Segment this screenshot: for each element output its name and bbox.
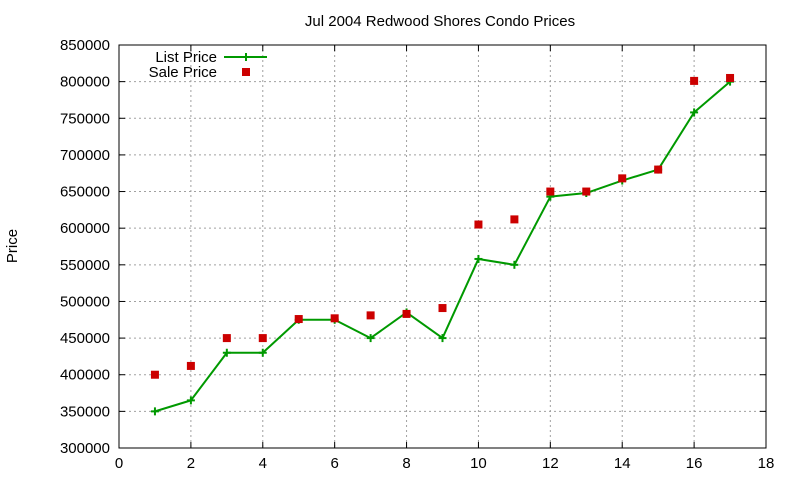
y-tick-label: 650000 [60,184,110,201]
y-tick-label: 850000 [60,37,110,54]
series-list-price [150,77,735,416]
list-price-point [150,407,159,416]
x-tick-label: 8 [402,455,410,472]
x-tick-label: 18 [758,455,775,472]
series-sale-price [150,73,735,379]
sale-price-point [150,370,159,379]
sale-price-point [726,73,735,82]
y-tick-label: 500000 [60,293,110,310]
y-tick-label: 450000 [60,330,110,347]
y-tick-label: 800000 [60,74,110,91]
x-tick-label: 12 [542,455,559,472]
list-price-point [366,334,375,343]
legend-sale-price-marker [242,68,250,76]
list-price-point [186,396,195,405]
list-price-point [510,260,519,269]
x-tick-label: 14 [614,455,631,472]
list-price-point [258,348,267,357]
x-tick-label: 0 [115,455,123,472]
sale-price-point [474,220,483,229]
list-price-point [474,254,483,263]
x-tick-label: 16 [686,455,703,472]
x-tick-label: 4 [259,455,267,472]
list-price-point [222,348,231,357]
sale-price-point [330,314,339,323]
x-tick-label: 2 [187,455,195,472]
x-tick-label: 10 [470,455,487,472]
legend-list-price-marker [242,53,250,61]
sale-price-point [258,334,267,343]
list-price-point [690,108,699,117]
list-price-line [154,80,731,413]
sale-price-point [690,76,699,85]
sale-price-point [222,334,231,343]
y-tick-label: 700000 [60,147,110,164]
x-tick-label: 6 [330,455,338,472]
y-tick-label: 300000 [60,440,110,457]
y-axis: 300000 350000 400000 450000 500000 550000 6000… [60,37,766,457]
sale-price-point [618,174,627,183]
plot-area [150,73,735,416]
sale-price-point [546,187,555,196]
sale-price-point [294,315,303,324]
sale-price-point [402,309,411,318]
y-tick-label: 750000 [60,110,110,127]
list-price-point [438,334,447,343]
chart-title: Jul 2004 Redwood Shores Condo Prices [305,13,575,30]
sale-price-point [654,165,663,174]
plot-frame [118,44,767,449]
grid [119,45,766,448]
sale-price-point [366,311,375,320]
y-tick-label: 600000 [60,220,110,237]
sale-price-point [582,187,591,196]
legend-sale-price-label: Sale Price [149,64,217,81]
x-axis: 0 2 4 6 8 10 12 14 16 18 [115,45,775,472]
y-tick-label: 550000 [60,257,110,274]
y-axis-label: Price [4,229,21,263]
legend-list-price-label: List Price [155,49,217,66]
y-tick-label: 400000 [60,367,110,384]
y-tick-label: 350000 [60,403,110,420]
sale-price-point [186,361,195,370]
sale-price-point [438,304,447,313]
sale-price-point [510,215,519,224]
